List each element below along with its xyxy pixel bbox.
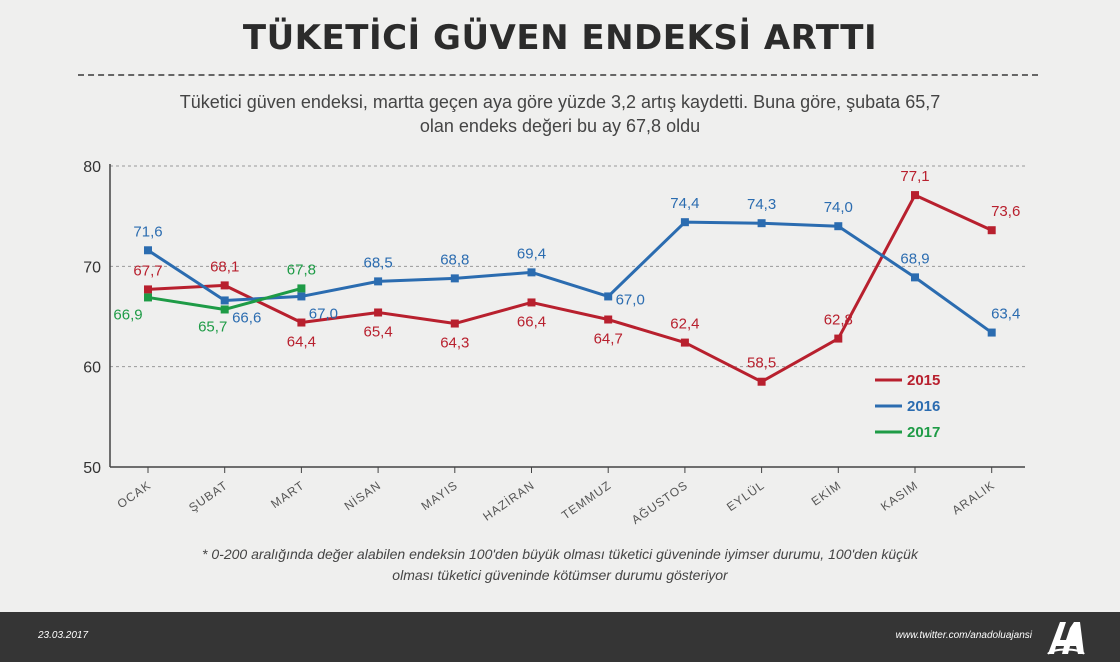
data-point-2016 — [757, 219, 766, 228]
series-line-2015 — [147, 193, 993, 384]
data-point-2016 — [374, 277, 383, 286]
data-point-2015 — [987, 226, 996, 235]
data-point-2016 — [911, 273, 919, 282]
data-label-2016: 68,5 — [363, 254, 392, 271]
data-label-2016: 74,4 — [670, 195, 699, 212]
data-point-2015 — [527, 298, 536, 307]
x-tick-label: EKİM — [809, 478, 844, 509]
data-label-2016: 74,3 — [747, 196, 776, 213]
data-label-2015: 67,7 — [133, 262, 162, 279]
y-tick-label: 60 — [83, 360, 101, 377]
data-point-2016 — [834, 222, 843, 231]
subtitle: Tüketici güven endeksi, martta geçen aya… — [130, 90, 990, 138]
data-label-2016: 68,8 — [440, 251, 469, 268]
data-point-2016 — [604, 292, 613, 301]
data-label-2017: 65,7 — [198, 318, 227, 335]
line-chart: 50 60 70 80 OCAK ŞUBAT MART NİSAN MAYIS HAZİRAN TE… — [83, 159, 1025, 527]
data-point-2016 — [680, 218, 689, 227]
footnote-line-2: olması tüketici güveninde kötümser durum… — [392, 567, 728, 583]
data-label-2015: 73,6 — [991, 203, 1020, 220]
data-point-2015 — [450, 319, 459, 328]
data-label-2016: 69,4 — [517, 245, 546, 262]
series-line-2016 — [147, 220, 993, 334]
y-tick-label: 50 — [83, 460, 101, 477]
data-point-2016 — [297, 292, 306, 301]
data-point-2017 — [144, 293, 152, 302]
data-label-2015: 64,7 — [594, 331, 623, 348]
legend-label-2016: 2016 — [907, 398, 940, 415]
data-label-2015: 58,5 — [747, 355, 776, 372]
x-tick-label: KASIM — [878, 478, 921, 514]
x-tick-label: MAYIS — [419, 478, 461, 513]
data-point-2017 — [297, 284, 306, 293]
data-label-2015: 77,1 — [900, 168, 929, 185]
x-tick-label: NİSAN — [342, 478, 384, 513]
footer-bar: 23.03.2017 www.twitter.com/anadoluajansi — [0, 612, 1120, 662]
data-point-2015 — [374, 308, 383, 317]
data-point-2016 — [527, 268, 536, 277]
data-label-2015: 64,4 — [287, 334, 316, 351]
data-label-2015: 64,3 — [440, 335, 469, 352]
data-point-2016 — [220, 296, 229, 305]
y-tick-label: 70 — [83, 259, 101, 276]
x-tick-label: HAZİRAN — [480, 478, 537, 524]
data-label-2015: 66,4 — [517, 313, 546, 330]
y-tick-label: 80 — [83, 159, 101, 176]
x-tick-label: ARALIK — [950, 478, 998, 517]
page-title: TÜKETİCİ GÜVEN ENDEKSİ ARTTI — [242, 18, 878, 58]
data-point-2015 — [680, 338, 689, 347]
title-divider — [78, 74, 1038, 76]
data-label-2015: 68,1 — [210, 258, 239, 275]
data-label-2016: 68,9 — [900, 250, 929, 267]
x-tick-label: TEMMUZ — [559, 478, 614, 522]
data-point-2016 — [450, 274, 459, 283]
legend-label-2015: 2015 — [907, 372, 940, 389]
data-point-2015 — [144, 285, 152, 294]
data-label-2016: 67,0 — [309, 305, 338, 322]
x-tick-label: OCAK — [115, 478, 154, 511]
footnote: * 0-200 aralığında değer alabilen endeks… — [150, 544, 970, 586]
footer-twitter-link[interactable]: www.twitter.com/anadoluajansi — [895, 630, 1032, 641]
data-point-2015 — [911, 191, 919, 200]
data-label-2016: 71,6 — [133, 223, 162, 240]
data-label-2015: 62,4 — [670, 316, 699, 333]
data-point-2016 — [144, 246, 152, 255]
subtitle-line-2: olan endeks değeri bu ay 67,8 oldu — [419, 116, 701, 136]
x-tick-label: AĞUSTOS — [628, 477, 690, 527]
data-point-2015 — [220, 281, 229, 290]
x-tick-label: ŞUBAT — [186, 478, 230, 515]
data-label-2016: 66,6 — [232, 309, 261, 326]
data-point-2016 — [987, 328, 996, 337]
data-label-2015: 62,8 — [824, 312, 853, 329]
footnote-line-1: * 0-200 aralığında değer alabilen endeks… — [202, 546, 918, 562]
subtitle-line-1: Tüketici güven endeksi, martta geçen aya… — [179, 92, 941, 112]
data-label-2016: 63,4 — [991, 306, 1020, 323]
data-label-2016: 67,0 — [616, 291, 645, 308]
data-label-2016: 74,0 — [824, 199, 853, 216]
data-point-2015 — [604, 315, 613, 324]
footer-date: 23.03.2017 — [38, 630, 89, 641]
x-tick-label: MART — [268, 478, 307, 511]
data-point-2015 — [297, 318, 306, 327]
aa-logo-icon — [1047, 622, 1085, 655]
data-label-2017: 67,8 — [287, 261, 316, 278]
data-point-2015 — [834, 334, 843, 343]
x-tick-label: EYLÜL — [724, 478, 767, 514]
data-label-2015: 65,4 — [363, 323, 392, 340]
data-point-2015 — [757, 377, 766, 386]
legend-label-2017: 2017 — [907, 424, 940, 441]
data-point-2017 — [220, 305, 229, 314]
data-label-2017: 66,9 — [113, 306, 142, 323]
